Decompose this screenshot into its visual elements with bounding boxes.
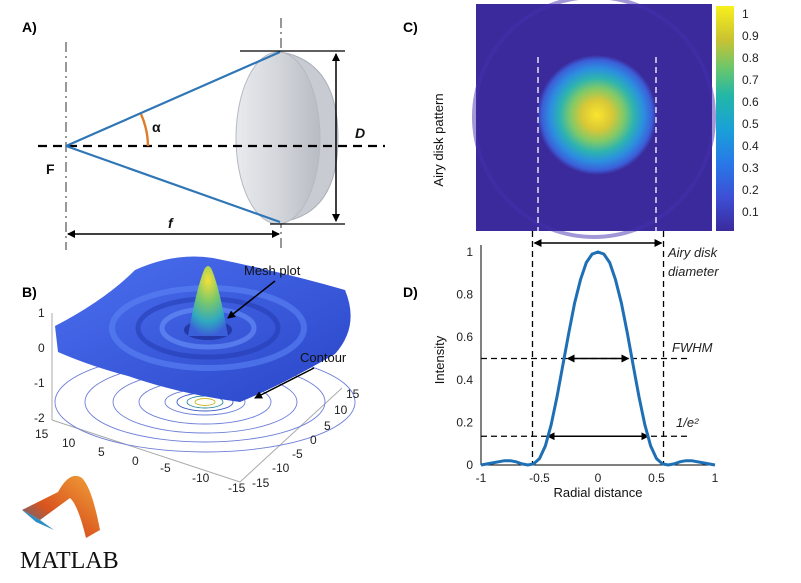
y-tick: 10 [334,403,348,417]
lower-ray [65,144,281,224]
x-tick: 5 [98,445,105,459]
x-tick-label: 1 [712,471,719,485]
y-tick: -15 [252,476,270,490]
colorbar-tick: 0.7 [742,73,759,87]
d-x-ticks: -1 -0.5 0 0.5 1 [476,471,719,485]
focal-length-label: f [168,215,174,231]
y-tick: 5 [324,419,331,433]
d-y-ticks: 1 0.8 0.6 0.4 0.2 0 [456,245,473,472]
matlab-logo-shadow-icon [22,510,54,530]
airy-diameter-label: diameter [668,264,719,279]
mesh-plot-label: Mesh plot [244,263,301,278]
x-tick-label: -1 [476,471,487,485]
x-tick-label: -0.5 [529,471,550,485]
lens [235,51,339,225]
matlab-logo-text: MATLAB [20,548,119,574]
colorbar-tick: 0.1 [742,205,759,219]
y-tick-label: 0.4 [456,373,473,387]
z-tick: -1 [34,376,45,390]
colorbar-tick: 0.4 [742,139,759,153]
y-ticks: 15 10 5 0 -5 -10 -15 [252,387,360,490]
radial-distance-xlabel: Radial distance [554,485,643,500]
y-tick-label: 0 [466,458,473,472]
diameter-label: D [355,125,365,141]
airy-pattern-ylabel: Airy disk pattern [431,93,446,186]
colorbar-tick: 0.5 [742,117,759,131]
z-ticks: 1 0 -1 -2 [34,306,45,425]
y-tick-label: 0.6 [456,330,473,344]
colorbar-tick: 1 [742,7,749,21]
panel-b: B) 1 0 -1 -2 [20,256,360,574]
colorbar-tick: 0.6 [742,95,759,109]
panel-d: D) Intensity Radial distance 1 0.8 0.6 0.4 0… [403,231,719,500]
y-tick-label: 0.8 [456,288,473,302]
airy-disk-label: Airy disk [667,245,719,260]
y-tick-label: 0.2 [456,415,473,429]
intensity-curve [480,250,716,467]
colorbar-tick: 0.3 [742,161,759,175]
x-axis [51,419,241,483]
contour-label: Contour [300,350,347,365]
x-tick: -5 [160,461,171,475]
y-tick: -5 [292,447,303,461]
x-tick-label: 0.5 [648,471,665,485]
x-tick: -10 [192,471,210,485]
x-tick: 15 [35,427,49,441]
intensity-ylabel: Intensity [432,335,447,384]
x-ticks: 15 10 5 0 -5 -10 -15 [35,427,246,495]
upper-ray [65,50,281,148]
matlab-logo-icon [22,475,100,538]
matlab-logo: MATLAB [20,475,119,574]
y-tick: 15 [346,387,360,401]
panel-c: C) Airy disk pattern 1 0.9 0.8 0.7 0.6 0… [403,0,759,239]
d-guides [481,231,688,465]
panel-c-label: C) [403,19,418,35]
x-tick: -15 [228,481,246,495]
panel-a-label: A) [22,19,37,35]
airy-central-disk [537,55,657,175]
x-tick: 0 [132,454,139,468]
mesh-plot-arrow [227,280,276,319]
x-tick-label: 0 [595,471,602,485]
colorbar [716,6,734,231]
colorbar-tick: 0.2 [742,183,759,197]
e2-label: 1/e² [676,415,699,430]
contour-arrow [254,367,315,399]
z-tick: 0 [38,341,45,355]
colorbar-ticks: 1 0.9 0.8 0.7 0.6 0.5 0.4 0.3 0.2 0.1 [742,7,759,219]
x-tick: 10 [62,436,76,450]
y-tick: -10 [272,461,290,475]
panel-b-label: B) [22,284,37,300]
airy-outer-ring [472,0,716,239]
fwhm-label: FWHM [672,340,713,355]
z-tick: -2 [34,411,45,425]
z-tick: 1 [38,306,45,320]
colorbar-tick: 0.9 [742,29,759,43]
angle-label: α [152,119,161,135]
angle-arc [139,113,150,147]
y-axis [239,387,343,483]
y-tick-label: 1 [466,245,473,259]
panel-d-label: D) [403,284,418,300]
colorbar-tick: 0.8 [742,51,759,65]
panel-a: A) α F D f [22,18,385,250]
focus-label: F [46,161,55,177]
mesh-surface [55,256,351,402]
y-tick: 0 [310,433,317,447]
